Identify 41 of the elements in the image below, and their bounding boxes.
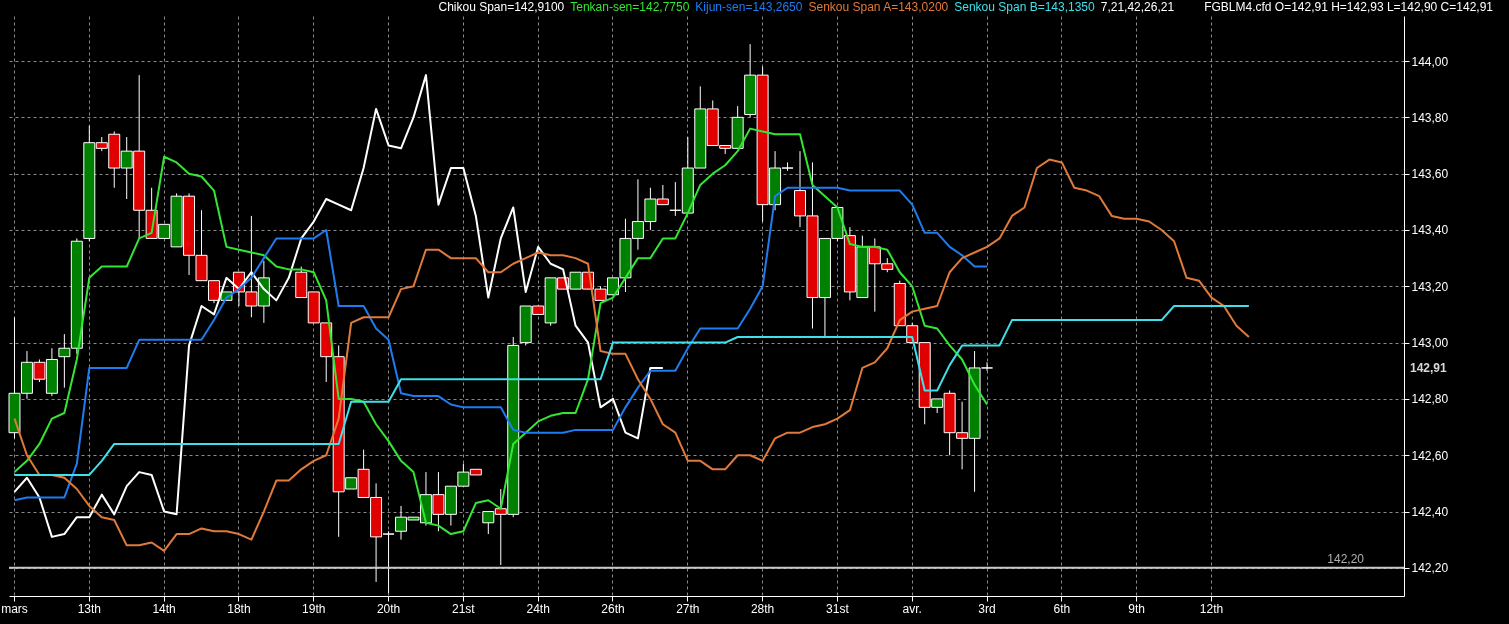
y-tick-label: 142,40 [1411,505,1449,520]
y-tick-label: 143,20 [1411,279,1449,294]
x-tick-label: 28th [750,601,775,616]
x-tick-label: 24th [526,601,550,616]
x-tick-label: 12th [1199,601,1224,616]
x-tick-label: 26th [601,601,625,616]
x-tick-label: 20th [376,601,401,616]
ref-line-label: 142,20 [1327,551,1365,566]
x-tick-label: 31st [826,601,850,616]
y-tick-label: 142,20 [1411,561,1449,576]
x-tick-label: 18th [227,601,251,616]
text: Kijun-sen=143,2650 [695,0,803,16]
text: 142,91 [1410,360,1448,375]
x-tick-label: 9th [1128,601,1146,616]
text: Senkou Span A=143,0200 [808,0,949,16]
x-tick-label: 14th [152,601,176,616]
y-tick-label: 143,80 [1411,110,1449,125]
text: 7,21,42,26,21 [1100,0,1175,16]
line-series [13,158,1250,552]
line-series [13,305,1250,476]
x-tick-label: 6th [1053,601,1071,616]
y-tick-label: 143,60 [1411,167,1449,182]
text: Senkou Span B=143,1350 [954,0,1095,16]
x-tick-label: 19th [302,601,326,616]
x-tick-label: 21st [452,601,476,616]
x-tick-label: 3rd [978,601,996,616]
line-series [13,127,989,536]
x-tick-label: 27th [676,601,700,616]
y-tick-label: 142,60 [1411,448,1449,463]
y-tick-label: 143,40 [1411,223,1449,238]
y-tick-label: 142,80 [1411,392,1449,407]
line-series [13,186,989,502]
line-series [13,74,664,538]
text: Chikou Span=142,9100 [438,0,565,16]
y-tick-label: 143,00 [1411,336,1449,351]
x-tick-label: 13th [77,601,101,616]
text: Tenkan-sen=142,7750 [570,0,690,16]
y-tick-label: 144,00 [1411,54,1449,69]
chart-title: FGBLM4.cfd O=142,91 H=142,93 L=142,90 C=142,91 [1204,0,1493,16]
x-tick-label: mars [1,601,28,616]
x-tick-label: avr. [902,601,922,616]
